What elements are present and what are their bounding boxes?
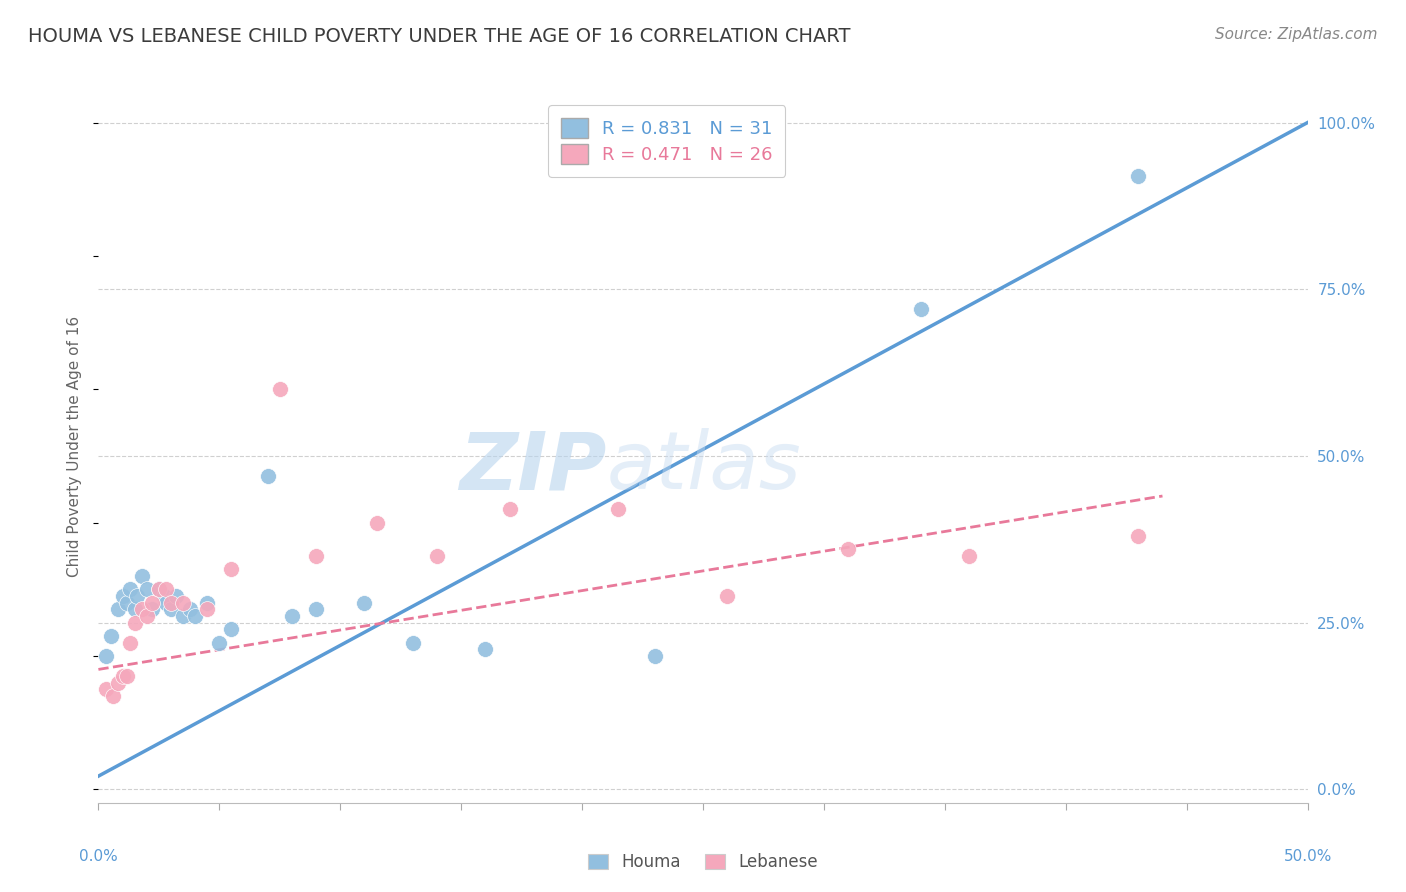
Point (426, 549, 449, 563)
Point (957, 549, 980, 563)
Point (124, 615, 146, 630)
Point (221, 623, 243, 637)
Text: Source: ZipAtlas.com: Source: ZipAtlas.com (1215, 27, 1378, 42)
Point (305, 549, 328, 563)
Point (256, 469, 278, 483)
Point (124, 602, 146, 616)
Point (366, 516, 388, 530)
Point (100, 629, 122, 643)
Point (305, 602, 328, 616)
Point (269, 382, 291, 396)
Point (127, 589, 149, 603)
Point (111, 669, 134, 683)
Point (353, 596, 375, 610)
Point (607, 502, 630, 516)
Point (117, 596, 139, 610)
Point (131, 602, 153, 616)
Point (179, 602, 201, 616)
Point (117, 669, 139, 683)
Point (281, 609, 304, 624)
Text: 50.0%: 50.0% (1284, 849, 1331, 864)
Text: HOUMA VS LEBANESE CHILD POVERTY UNDER THE AGE OF 16 CORRELATION CHART: HOUMA VS LEBANESE CHILD POVERTY UNDER TH… (28, 27, 851, 45)
Point (118, 582, 141, 597)
Point (148, 582, 170, 597)
Legend: R = 0.831   N = 31, R = 0.471   N = 26: R = 0.831 N = 31, R = 0.471 N = 26 (548, 105, 786, 177)
Point (160, 602, 183, 616)
Point (644, 649, 666, 664)
Point (1128, 169, 1150, 183)
Point (155, 582, 177, 597)
Point (118, 636, 141, 650)
Point (837, 542, 859, 557)
Point (135, 582, 157, 597)
Point (94, 649, 117, 664)
Point (160, 596, 183, 610)
Point (111, 589, 134, 603)
Point (94, 682, 117, 697)
Point (402, 636, 425, 650)
Point (474, 642, 496, 657)
Point (141, 602, 163, 616)
Point (148, 582, 170, 597)
Point (141, 596, 163, 610)
Text: atlas: atlas (606, 428, 801, 507)
Point (498, 502, 520, 516)
Point (107, 675, 129, 690)
Point (195, 602, 218, 616)
Point (221, 562, 243, 576)
Y-axis label: Child Poverty Under the Age of 16: Child Poverty Under the Age of 16 (67, 316, 83, 576)
Text: ZIP: ZIP (458, 428, 606, 507)
Point (184, 609, 207, 624)
Point (172, 596, 194, 610)
Point (165, 589, 187, 603)
Point (910, 302, 932, 317)
Point (172, 609, 194, 624)
Point (208, 636, 231, 650)
Text: 0.0%: 0.0% (79, 849, 118, 864)
Legend: Houma, Lebanese: Houma, Lebanese (579, 845, 827, 880)
Point (195, 596, 218, 610)
Point (131, 569, 153, 583)
Point (716, 589, 738, 603)
Point (135, 609, 157, 624)
Point (1128, 529, 1150, 543)
Point (152, 589, 174, 603)
Point (155, 596, 177, 610)
Point (101, 689, 124, 703)
Point (107, 602, 129, 616)
